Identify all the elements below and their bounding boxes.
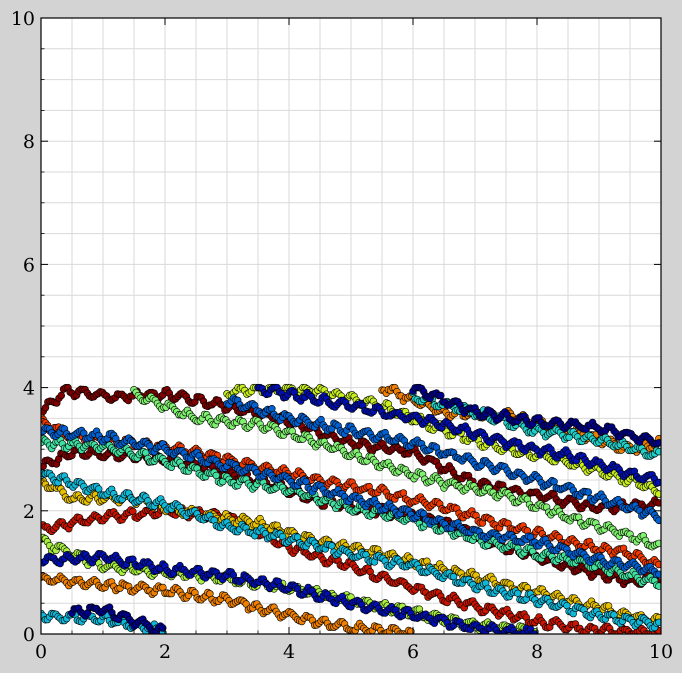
y-tick-label: 6 [23,254,35,276]
x-tick-label: 8 [531,641,543,663]
y-tick-label: 0 [23,624,35,646]
data-point [514,589,522,597]
data-point [437,391,445,400]
y-tick-label: 8 [23,131,35,153]
data-point [655,499,661,507]
x-tick-label: 2 [159,641,171,663]
x-tick-label: 4 [283,641,295,663]
data-point [550,478,558,486]
data-point [584,488,592,496]
x-tick-label: 10 [649,641,673,663]
x-tick-label: 0 [35,641,47,663]
data-point [328,542,336,550]
data-point [655,560,661,569]
data-markers [41,383,661,634]
y-tick-label: 2 [23,501,35,523]
series-5 [41,572,415,634]
data-point [57,391,65,400]
y-tick-label: 10 [11,8,35,30]
x-tick-label: 6 [407,641,419,663]
y-tick-label: 4 [23,378,35,400]
data-point [212,471,221,480]
